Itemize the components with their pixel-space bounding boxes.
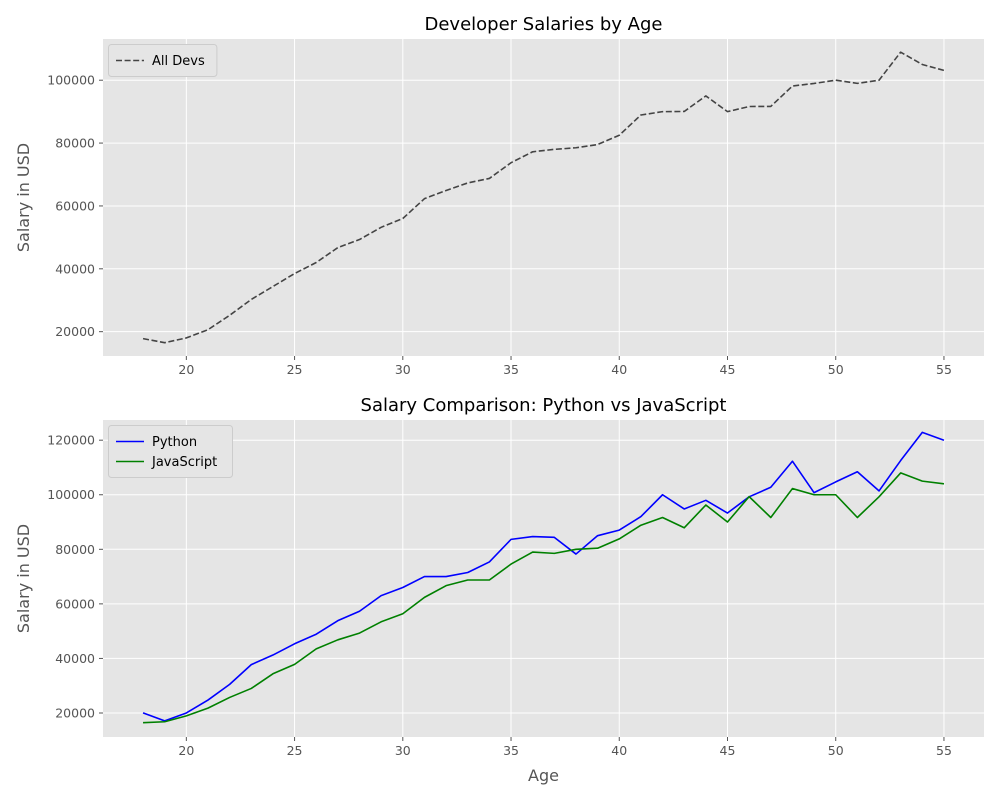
series-line-all-devs xyxy=(142,51,945,344)
x-tick: 55 xyxy=(936,356,952,377)
x-tick-label: 25 xyxy=(287,362,303,377)
chart-panel-2: 20 25 30 35 40 45 50 55 20000 40000 60000 80000 1000… xyxy=(14,395,984,785)
y-tick-label: 100000 xyxy=(47,487,95,502)
x-tick: 30 xyxy=(395,356,411,377)
chart-panel-1: 20 25 30 35 40 45 50 55 20000 40000 60000 80000 1000… xyxy=(14,14,984,377)
x-tick-label: 35 xyxy=(503,743,519,758)
x-tick-label: 30 xyxy=(395,743,411,758)
y-tick: 100000 xyxy=(47,73,103,88)
y-tick: 60000 xyxy=(55,198,103,213)
legend-label: Python xyxy=(152,435,197,450)
y-tick-label: 80000 xyxy=(55,542,95,557)
y-tick-label: 80000 xyxy=(55,136,95,151)
x-tick-label: 40 xyxy=(611,743,627,758)
y-tick-label: 100000 xyxy=(47,73,95,88)
x-tick: 50 xyxy=(828,356,844,377)
x-tick-label: 55 xyxy=(936,362,952,377)
y-tick: 120000 xyxy=(47,433,103,448)
x-tick: 35 xyxy=(503,737,519,758)
x-tick-label: 40 xyxy=(611,362,627,377)
x-tick: 55 xyxy=(936,737,952,758)
y-tick-label: 120000 xyxy=(47,433,95,448)
x-tick: 40 xyxy=(611,356,627,377)
grid xyxy=(103,420,984,737)
x-tick-label: 30 xyxy=(395,362,411,377)
x-tick-label: 50 xyxy=(828,743,844,758)
x-axis-label: Age xyxy=(528,766,559,785)
x-tick: 45 xyxy=(720,737,736,758)
x-tick-label: 25 xyxy=(287,743,303,758)
chart-title: Salary Comparison: Python vs JavaScript xyxy=(361,395,727,416)
x-tick-label: 35 xyxy=(503,362,519,377)
x-tick-label: 20 xyxy=(178,743,194,758)
y-tick: 60000 xyxy=(55,596,103,611)
plot-area xyxy=(103,420,984,737)
x-tick: 20 xyxy=(178,356,194,377)
series-line-python xyxy=(142,431,945,722)
legend-frame xyxy=(108,425,233,478)
x-tick-label: 45 xyxy=(720,743,736,758)
y-axis-label: Salary in USD xyxy=(14,524,33,633)
x-tick-label: 55 xyxy=(936,743,952,758)
x-tick-label: 45 xyxy=(720,362,736,377)
plot-area xyxy=(103,39,984,356)
series-line-javascript xyxy=(143,472,945,724)
x-tick: 35 xyxy=(503,356,519,377)
y-axis-label: Salary in USD xyxy=(14,143,33,252)
x-tick: 30 xyxy=(395,737,411,758)
legend: All Devs xyxy=(108,44,218,77)
x-tick: 25 xyxy=(287,356,303,377)
y-tick: 100000 xyxy=(47,487,103,502)
x-tick-label: 20 xyxy=(178,362,194,377)
x-tick: 20 xyxy=(178,737,194,758)
y-tick: 40000 xyxy=(55,651,103,666)
y-tick-label: 40000 xyxy=(55,261,95,276)
y-tick-label: 60000 xyxy=(55,596,95,611)
legend-label: All Devs xyxy=(152,54,205,69)
y-tick: 40000 xyxy=(55,261,103,276)
y-tick: 80000 xyxy=(55,136,103,151)
x-tick: 45 xyxy=(720,356,736,377)
y-tick-label: 60000 xyxy=(55,198,95,213)
legend: Python JavaScript xyxy=(108,425,233,478)
y-tick: 80000 xyxy=(55,542,103,557)
y-tick-label: 20000 xyxy=(55,324,95,339)
y-tick: 20000 xyxy=(55,705,103,720)
x-tick: 50 xyxy=(828,737,844,758)
x-tick: 40 xyxy=(611,737,627,758)
legend-label: JavaScript xyxy=(151,455,217,470)
y-tick: 20000 xyxy=(55,324,103,339)
y-tick-label: 20000 xyxy=(55,705,95,720)
legend-frame xyxy=(108,44,218,77)
x-tick: 25 xyxy=(287,737,303,758)
x-tick-label: 50 xyxy=(828,362,844,377)
y-tick-label: 40000 xyxy=(55,651,95,666)
chart-title: Developer Salaries by Age xyxy=(425,14,663,35)
